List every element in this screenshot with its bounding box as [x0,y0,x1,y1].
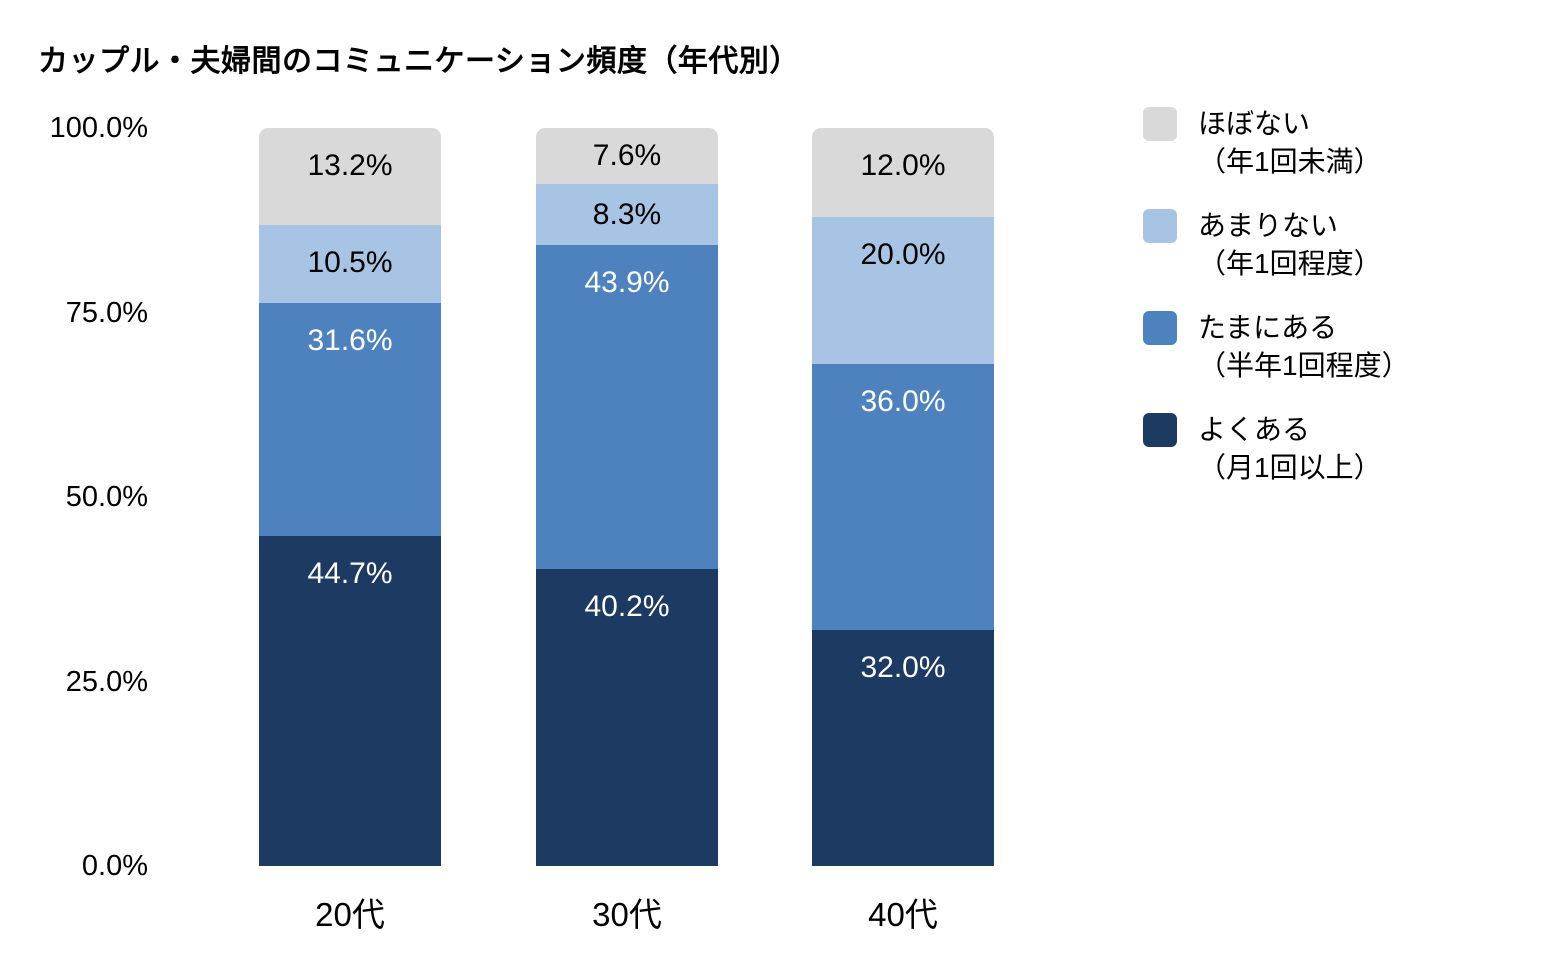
legend-label: あまりない （年1回程度） [1198,207,1382,283]
bar-segment[interactable]: 7.6% [536,128,718,185]
stacked-bar-30代: 7.6% 8.3% 43.9% 40.2% [536,128,718,866]
legend: ほぼない （年1回未満） あまりない （年1回程度） たまにある （半年1回程度） よくある… [1143,105,1410,487]
legend-item[interactable]: ほぼない （年1回未満） [1143,105,1410,181]
y-tick-label: 0.0% [81,850,148,882]
segment-value-label: 20.0% [860,237,946,271]
legend-swatch-icon [1143,107,1177,141]
legend-label: たまにある （半年1回程度） [1198,309,1410,385]
legend-label-main: あまりない [1198,210,1339,241]
legend-item[interactable]: たまにある （半年1回程度） [1143,309,1410,385]
segment-value-label: 10.5% [307,246,393,280]
y-tick-label: 100.0% [49,112,148,144]
bar-segment[interactable]: 36.0% [812,364,994,630]
legend-label-main: よくある [1198,414,1311,445]
legend-item[interactable]: よくある （月1回以上） [1143,411,1410,487]
bar-segment[interactable]: 8.3% [536,184,718,246]
bar-segment[interactable]: 40.2% [536,569,718,866]
segment-value-label: 31.6% [307,323,393,357]
segment-value-label: 13.2% [307,149,393,182]
legend-label-sub: （月1回以上） [1198,452,1382,483]
bar-segment[interactable]: 10.5% [259,225,441,303]
y-tick-label: 50.0% [65,481,148,513]
legend-item[interactable]: あまりない （年1回程度） [1143,207,1410,283]
bar-segment[interactable]: 13.2% [259,128,441,226]
legend-label-sub: （半年1回程度） [1198,350,1410,381]
bar-segment[interactable]: 31.6% [259,302,441,537]
segment-value-label: 7.6% [592,139,662,173]
legend-swatch-icon [1143,311,1177,345]
legend-label: よくある （月1回以上） [1198,411,1382,487]
legend-label-sub: （年1回未満） [1198,146,1382,177]
x-category-label: 20代 [315,896,385,933]
segment-value-label: 44.7% [307,557,393,591]
legend-label-main: たまにある [1198,312,1338,343]
y-tick-label: 75.0% [65,296,148,329]
legend-label-sub: （年1回程度） [1198,248,1382,279]
legend-swatch-icon [1143,413,1177,447]
segment-value-label: 40.2% [584,590,670,624]
stacked-bar-40代: 12.0% 20.0% 36.0% 32.0% [812,128,994,866]
segment-value-label: 43.9% [584,266,670,300]
chart-title: カップル・夫婦間のコミュニケーション頻度（年代別） [38,45,800,78]
bar-segment[interactable]: 32.0% [812,629,994,866]
stacked-bar-20代: 13.2% 10.5% 31.6% 44.7% [259,128,441,866]
bar-segment[interactable]: 12.0% [812,128,994,217]
x-category-label: 40代 [868,896,938,933]
bar-segment[interactable]: 44.7% [259,536,441,866]
segment-value-label: 12.0% [860,149,946,182]
bar-segment[interactable]: 43.9% [536,245,718,570]
segment-value-label: 36.0% [860,385,946,419]
y-tick-label: 25.0% [65,665,148,698]
legend-swatch-icon [1143,209,1177,243]
segment-value-label: 8.3% [592,197,662,231]
legend-label: ほぼない （年1回未満） [1198,105,1382,181]
bar-segment[interactable]: 20.0% [812,216,994,365]
legend-label-main: ほぼない [1198,108,1311,139]
segment-value-label: 32.0% [860,650,946,684]
x-category-label: 30代 [592,896,662,933]
